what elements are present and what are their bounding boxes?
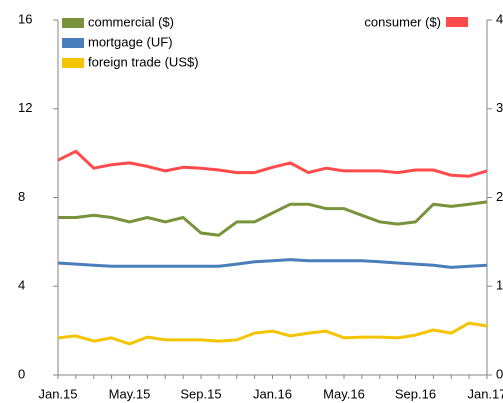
series-line — [57, 258, 488, 269]
x-tick-label: Jan.15 — [38, 386, 77, 401]
y-tick-label: 8 — [18, 189, 25, 204]
legend-label: commercial ($) — [88, 14, 174, 29]
y-tick-label: 0 — [18, 366, 25, 381]
y-tick-label: 4 — [18, 278, 25, 293]
x-tick-label: Sep.15 — [180, 386, 221, 401]
legend-swatch — [446, 17, 468, 27]
y2-tick-label: 0 — [496, 366, 503, 381]
series-line — [57, 321, 488, 346]
series-line — [58, 200, 488, 237]
y2-tick-label: 30 — [496, 100, 503, 115]
x-tick-label: Jan.16 — [253, 386, 292, 401]
legend-label: foreign trade (US$) — [88, 54, 199, 69]
y-tick-label: 16 — [18, 11, 32, 26]
legend-label: mortgage (UF) — [88, 34, 173, 49]
y2-tick-label: 20 — [496, 189, 503, 204]
legend-label: consumer ($) — [364, 14, 441, 29]
x-tick-label: May.16 — [323, 386, 365, 401]
legend-swatch — [62, 38, 84, 48]
y2-tick-label: 10 — [496, 278, 503, 293]
series-line — [57, 149, 488, 178]
x-tick-label: Jan.17 — [467, 386, 503, 401]
legend-swatch — [62, 18, 84, 28]
x-tick-label: May.15 — [109, 386, 151, 401]
x-tick-label: Sep.16 — [395, 386, 436, 401]
legend-swatch — [62, 58, 84, 68]
y2-tick-label: 40 — [496, 11, 503, 26]
y-tick-label: 12 — [18, 100, 32, 115]
